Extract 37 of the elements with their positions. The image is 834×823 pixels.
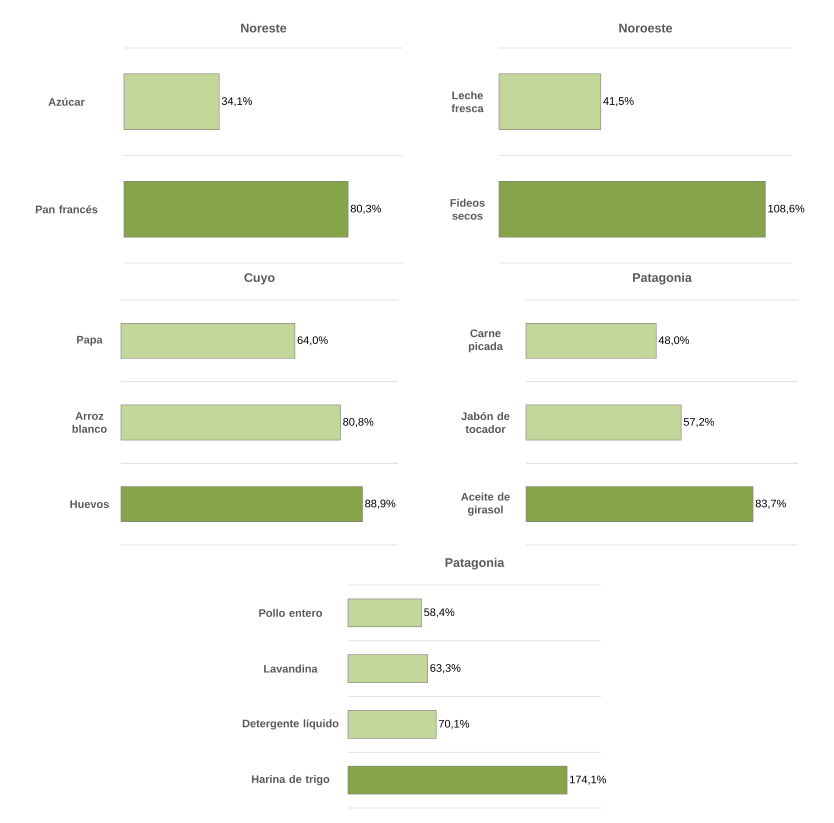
data-label: 64,0% [298, 336, 328, 346]
y-tick-label: Harina de trigo [252, 774, 330, 786]
bar [348, 710, 437, 739]
data-label: 57,2% [684, 418, 714, 428]
bar [348, 766, 568, 794]
bar [348, 598, 422, 628]
chart-title: Noroeste [619, 24, 672, 32]
data-label: 41,5% [603, 97, 634, 106]
data-label: 63,3% [430, 664, 461, 674]
y-tick-label: Carne picada [468, 329, 503, 352]
y-tick-label: Pan francés [36, 205, 98, 214]
y-tick-label: Leche fresca [452, 91, 484, 112]
bar [348, 654, 428, 683]
y-tick-label: Aceite de girasol [461, 492, 510, 516]
data-label: 34,1% [222, 97, 252, 106]
y-tick-label: Huevos [70, 500, 109, 508]
y-tick-label: Papa [77, 336, 103, 346]
data-label: 83,7% [756, 500, 786, 509]
data-label: 70,1% [438, 720, 470, 729]
chart-title: Noreste [241, 24, 286, 32]
data-label: 48,0% [658, 336, 690, 346]
y-tick-label: Jabón de tocador [461, 412, 510, 434]
data-label: 174,1% [570, 776, 606, 785]
data-label: 80,8% [343, 418, 374, 428]
y-tick-label: Fideos secos [450, 198, 485, 220]
data-label: 108,6% [768, 204, 804, 214]
data-label: 58,4% [424, 608, 454, 618]
data-label: 80,3% [350, 204, 381, 214]
chart-title: Cuyo [244, 273, 275, 284]
y-tick-label: Lavandina [264, 664, 318, 673]
y-tick-label: Azúcar [48, 98, 85, 106]
y-tick-label: Pollo entero [259, 608, 322, 617]
y-tick-label: Arroz blanco [72, 412, 107, 433]
y-tick-label: Detergente líquido [242, 719, 338, 730]
chart-title: Patagonia [446, 558, 504, 570]
chart-title: Patagonia [633, 272, 692, 284]
data-label: 88,9% [365, 500, 396, 509]
